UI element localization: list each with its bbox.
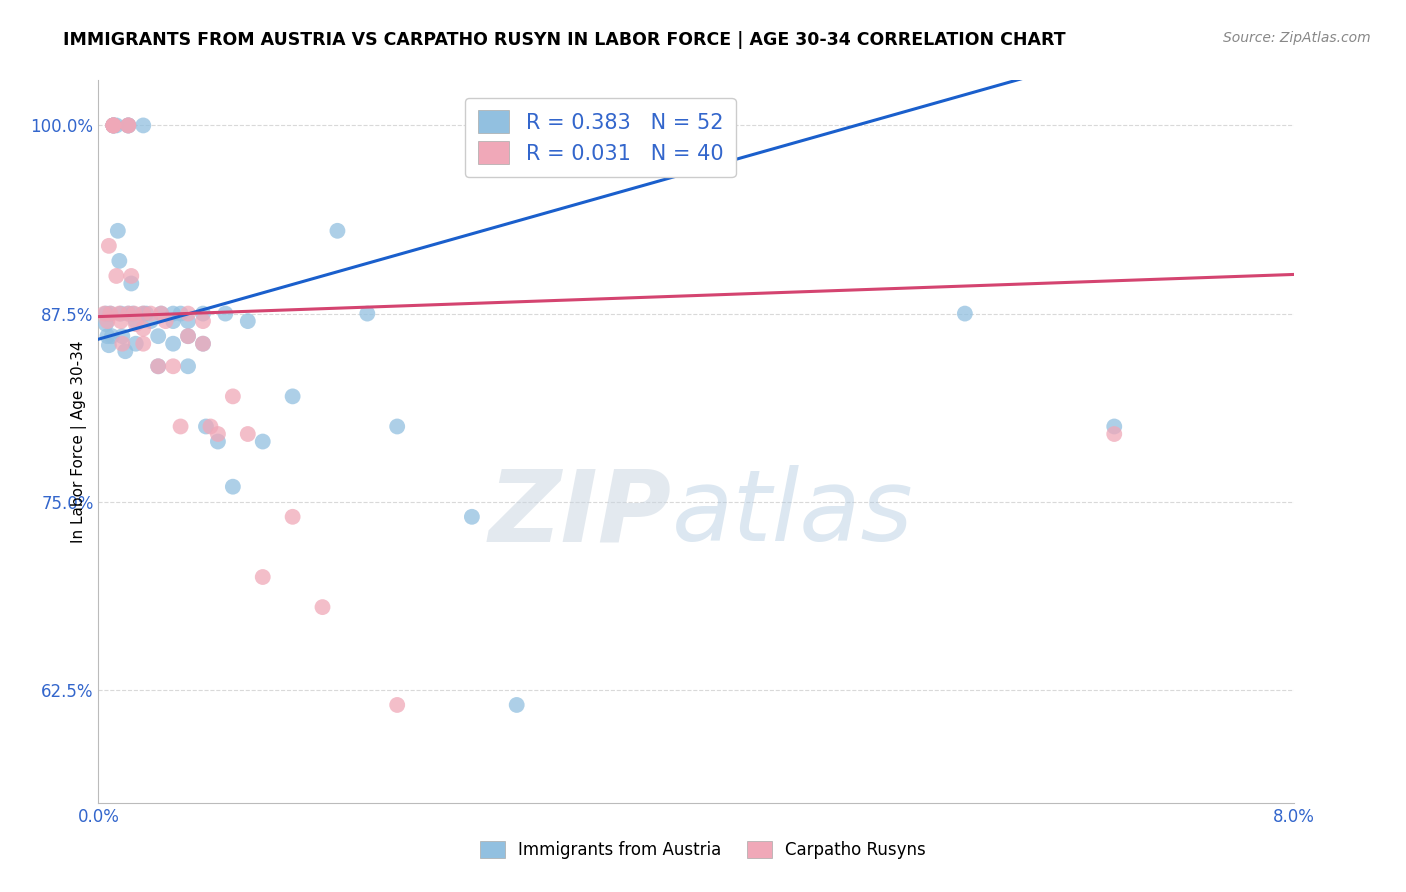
- Point: [281, 509, 304, 524]
- Point: [326, 224, 349, 238]
- Point: [139, 307, 162, 321]
- Point: [132, 336, 155, 351]
- Point: [150, 307, 173, 321]
- Point: [148, 329, 170, 343]
- Point: [132, 119, 155, 133]
- Point: [150, 307, 173, 321]
- Point: [98, 307, 122, 321]
- Point: [236, 314, 259, 328]
- Point: [111, 336, 134, 351]
- Point: [94, 307, 117, 321]
- Point: [148, 359, 170, 374]
- Point: [385, 419, 409, 434]
- Point: [103, 119, 125, 133]
- Point: [103, 119, 125, 133]
- Point: [191, 307, 214, 321]
- Point: [120, 277, 142, 291]
- Legend: Immigrants from Austria, Carpatho Rusyns: Immigrants from Austria, Carpatho Rusyns: [474, 834, 932, 866]
- Point: [1104, 427, 1126, 442]
- Point: [177, 329, 200, 343]
- Point: [96, 329, 118, 343]
- Point: [155, 314, 177, 328]
- Point: [236, 427, 259, 442]
- Text: ZIP: ZIP: [489, 466, 672, 562]
- Point: [132, 307, 155, 321]
- Text: atlas: atlas: [672, 466, 914, 562]
- Point: [1104, 419, 1126, 434]
- Point: [117, 119, 139, 133]
- Point: [117, 119, 139, 133]
- Point: [117, 119, 139, 133]
- Point: [953, 307, 976, 321]
- Point: [117, 307, 139, 321]
- Point: [207, 427, 229, 442]
- Point: [214, 307, 236, 321]
- Point: [108, 254, 131, 268]
- Point: [108, 307, 131, 321]
- Point: [200, 419, 222, 434]
- Point: [191, 336, 214, 351]
- Point: [111, 329, 134, 343]
- Point: [461, 509, 484, 524]
- Point: [120, 268, 142, 283]
- Point: [107, 224, 129, 238]
- Point: [177, 329, 200, 343]
- Point: [110, 307, 132, 321]
- Text: Source: ZipAtlas.com: Source: ZipAtlas.com: [1223, 31, 1371, 45]
- Point: [103, 119, 125, 133]
- Point: [125, 317, 148, 331]
- Point: [103, 119, 125, 133]
- Point: [169, 307, 191, 321]
- Point: [132, 321, 155, 335]
- Point: [97, 239, 120, 253]
- Point: [94, 317, 117, 331]
- Point: [385, 698, 409, 712]
- Point: [207, 434, 229, 449]
- Text: IMMIGRANTS FROM AUSTRIA VS CARPATHO RUSYN IN LABOR FORCE | AGE 30-34 CORRELATION: IMMIGRANTS FROM AUSTRIA VS CARPATHO RUSY…: [63, 31, 1066, 49]
- Point: [311, 600, 333, 615]
- Legend: R = 0.383   N = 52, R = 0.031   N = 40: R = 0.383 N = 52, R = 0.031 N = 40: [465, 98, 735, 177]
- Point: [162, 336, 184, 351]
- Point: [177, 314, 200, 328]
- Point: [93, 307, 115, 321]
- Point: [191, 336, 214, 351]
- Y-axis label: In Labor Force | Age 30-34: In Labor Force | Age 30-34: [72, 340, 87, 543]
- Point: [114, 344, 136, 359]
- Point: [121, 307, 143, 321]
- Point: [117, 307, 139, 321]
- Point: [139, 314, 162, 328]
- Point: [148, 359, 170, 374]
- Point: [103, 119, 125, 133]
- Point: [103, 119, 125, 133]
- Point: [281, 389, 304, 403]
- Point: [117, 119, 139, 133]
- Point: [162, 307, 184, 321]
- Point: [96, 314, 118, 328]
- Point: [110, 314, 132, 328]
- Point: [252, 570, 274, 584]
- Point: [162, 359, 184, 374]
- Point: [252, 434, 274, 449]
- Point: [98, 307, 122, 321]
- Point: [169, 419, 191, 434]
- Point: [97, 338, 120, 352]
- Point: [191, 314, 214, 328]
- Point: [222, 389, 245, 403]
- Point: [135, 307, 157, 321]
- Point: [105, 268, 128, 283]
- Point: [162, 314, 184, 328]
- Point: [222, 480, 245, 494]
- Point: [101, 329, 124, 343]
- Point: [195, 419, 218, 434]
- Point: [506, 698, 529, 712]
- Point: [105, 119, 128, 133]
- Point: [124, 307, 146, 321]
- Point: [177, 359, 200, 374]
- Point: [125, 314, 148, 328]
- Point: [177, 307, 200, 321]
- Point: [356, 307, 378, 321]
- Point: [132, 307, 155, 321]
- Point: [125, 336, 148, 351]
- Point: [103, 119, 125, 133]
